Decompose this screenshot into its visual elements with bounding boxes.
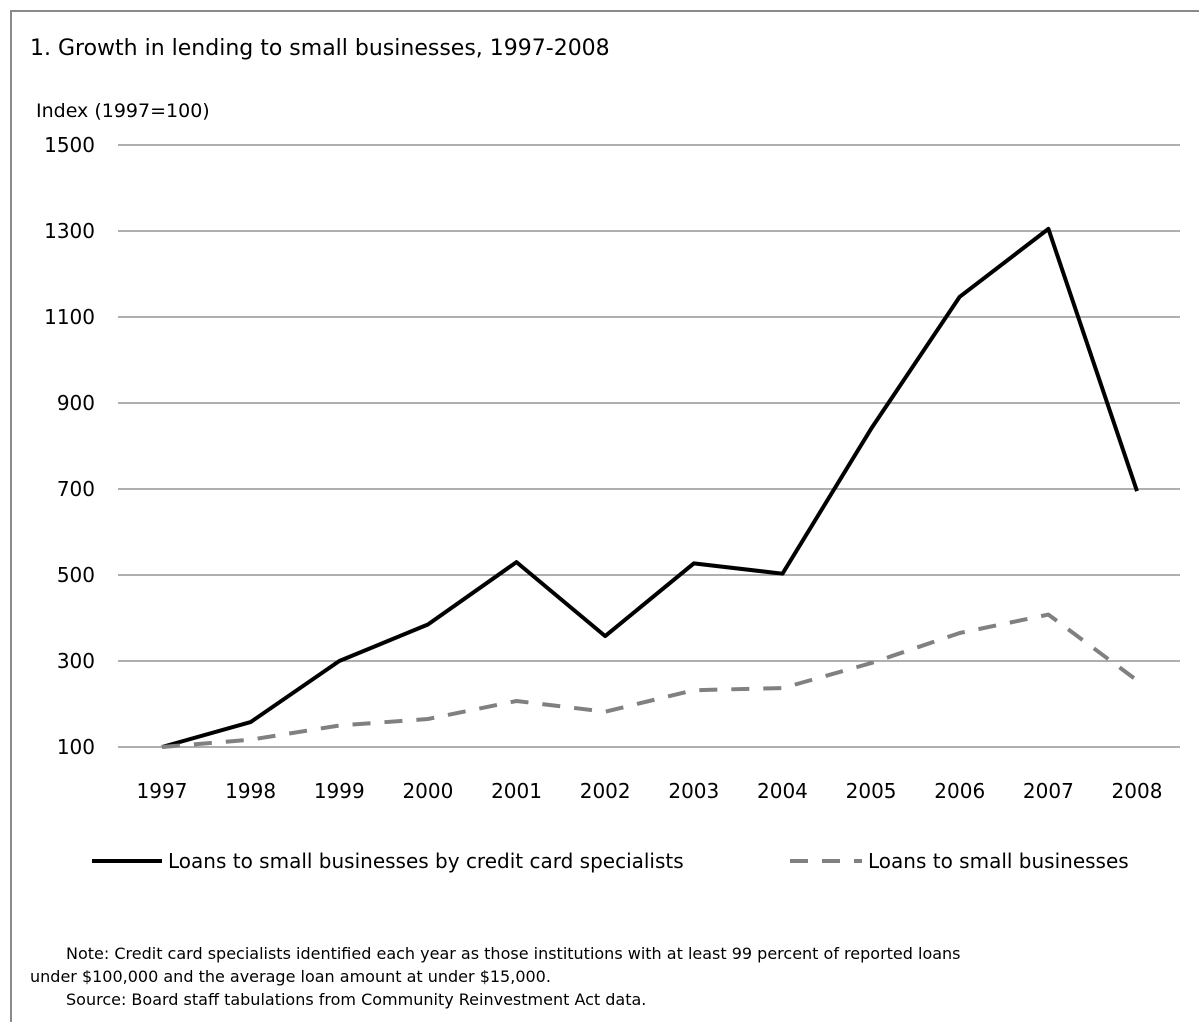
y-tick-500: 500 — [57, 563, 95, 587]
x-tick-2001: 2001 — [491, 779, 542, 803]
x-tick-2004: 2004 — [757, 779, 808, 803]
legend: Loans to small businesses by credit card… — [92, 849, 1129, 873]
y-tick-300: 300 — [57, 649, 95, 673]
y-tick-labels: 1500 1300 1100 900 700 500 300 100 — [44, 133, 95, 759]
x-tick-2002: 2002 — [580, 779, 631, 803]
y-tick-900: 900 — [57, 391, 95, 415]
x-tick-labels: 1997 1998 1999 2000 2001 2002 2003 2004 2005 2006… — [137, 779, 1163, 803]
gridlines — [118, 144, 1180, 748]
legend-label-all-loans: Loans to small businesses — [868, 849, 1129, 873]
x-tick-2007: 2007 — [1023, 779, 1074, 803]
x-tick-1997: 1997 — [137, 779, 188, 803]
series-line-0 — [161, 226, 1139, 749]
series-line-1 — [161, 612, 1139, 749]
y-axis-label: Index (1997=100) — [36, 100, 210, 122]
note-line-1: Note: Credit card specialists identified… — [66, 944, 961, 963]
y-tick-1300: 1300 — [44, 219, 95, 243]
legend-label-credit-card-specialists: Loans to small businesses by credit card… — [168, 849, 684, 873]
y-tick-100: 100 — [57, 735, 95, 759]
y-tick-1100: 1100 — [44, 305, 95, 329]
y-tick-700: 700 — [57, 477, 95, 501]
y-tick-1500: 1500 — [44, 133, 95, 157]
x-tick-2008: 2008 — [1112, 779, 1163, 803]
x-tick-1999: 1999 — [314, 779, 365, 803]
x-tick-2000: 2000 — [402, 779, 453, 803]
x-tick-1998: 1998 — [225, 779, 276, 803]
series-lines — [161, 226, 1139, 749]
source-line: Source: Board staff tabulations from Com… — [66, 990, 647, 1009]
chart-title: 1. Growth in lending to small businesses… — [30, 36, 610, 61]
x-tick-2006: 2006 — [934, 779, 985, 803]
note-line-2: under $100,000 and the average loan amou… — [30, 967, 551, 986]
x-tick-2003: 2003 — [668, 779, 719, 803]
x-tick-2005: 2005 — [846, 779, 897, 803]
chart-frame — [10, 10, 1199, 1022]
